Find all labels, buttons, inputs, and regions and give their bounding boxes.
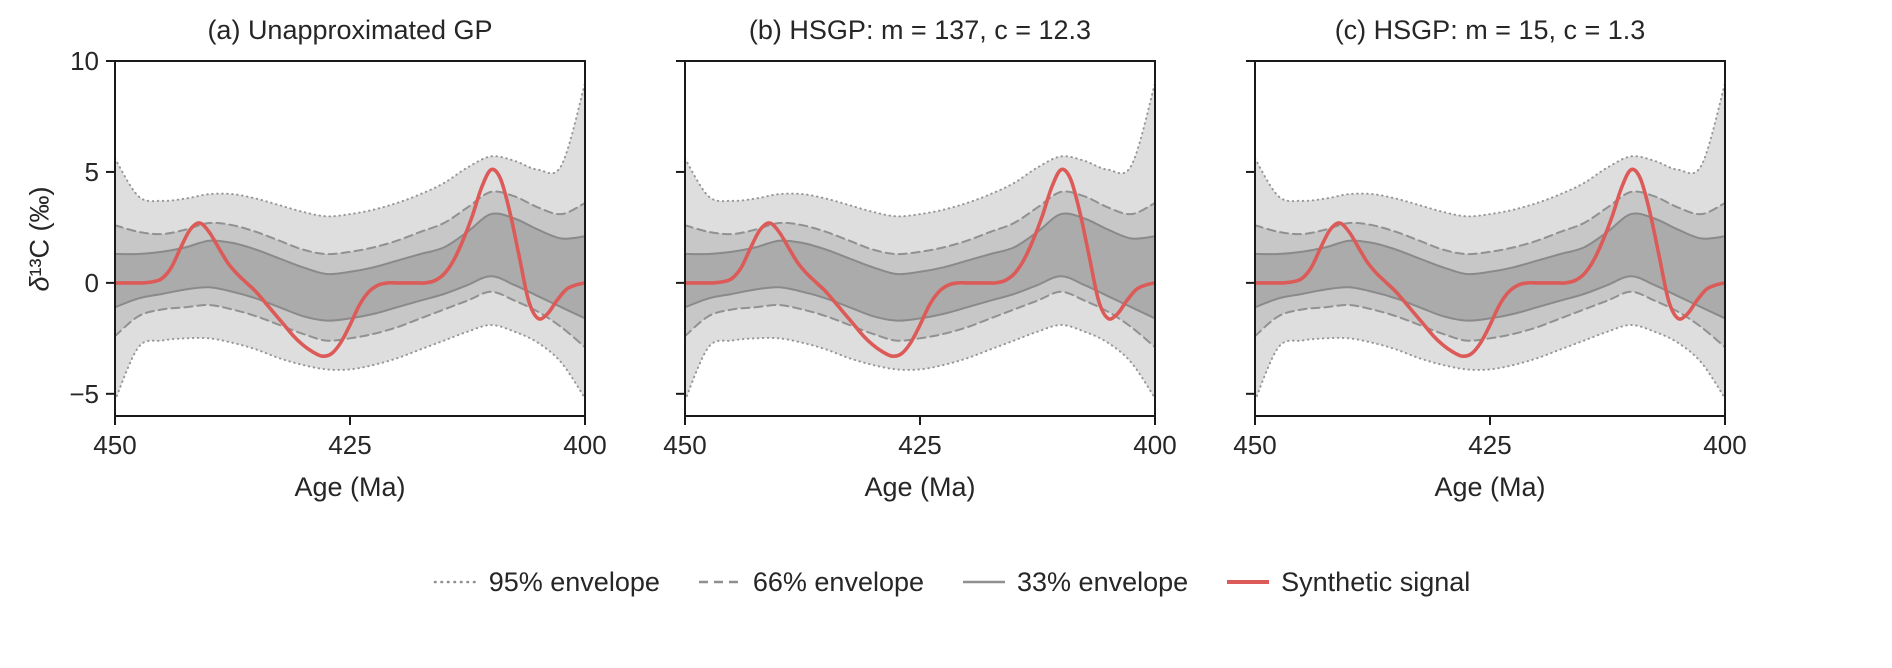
x-tick-label: 400 [1703,430,1746,460]
envelope-p95-edge [115,82,585,402]
panel-title: (b) HSGP: m = 137, c = 12.3 [749,15,1091,45]
x-tick-label: 450 [93,430,136,460]
synthetic-signal-line [685,167,1155,359]
solid-line-icon [963,580,1006,584]
envelope-p95-fill [685,83,1155,401]
x-tick-label: 400 [1133,430,1176,460]
x-tick-label: 425 [328,430,371,460]
legend-item-66-envelope: 66% envelope [696,567,924,598]
y-tick-label: 10 [70,46,99,76]
legend-label-33: 33% envelope [1017,566,1189,597]
ylabel-delta: δ [24,276,55,292]
y-tick-label: 0 [85,268,99,298]
envelope-p95-edge [1255,82,1725,402]
legend-label-95: 95% envelope [488,566,660,597]
envelope-p95-fill [115,83,585,401]
envelope-p33-fill [1255,213,1725,321]
panel-title: (a) Unapproximated GP [207,15,492,45]
x-tick-label: 400 [563,430,606,460]
panel-b: 450 425 400 (b) HSGP: m = 137, c = 12.3 Age … [610,6,1180,516]
envelope-p95-edge [685,82,1155,402]
envelope-p33-edge [685,212,1155,322]
synthetic-signal-line [115,167,585,359]
panel-a-chart: 450 425 400 −5 0 5 10 (a) Unapproximated GP Age … [69,15,606,502]
x-axis-label: Age (Ma) [1434,472,1545,502]
synthetic-signal-line [1255,167,1725,359]
x-tick-label: 450 [1233,430,1276,460]
plot-area [1255,82,1725,402]
envelope-p95-fill [1255,83,1725,401]
panel-c: 450 425 400 (c) HSGP: m = 15, c = 1.3 Age (M… [1180,6,1750,516]
panel-title: (c) HSGP: m = 15, c = 1.3 [1335,15,1646,45]
legend-item-synthetic-signal: Synthetic signal [1224,567,1470,598]
panel-b-chart: 450 425 400 (b) HSGP: m = 137, c = 12.3 Age … [663,15,1176,502]
panel-c-chart: 450 425 400 (c) HSGP: m = 15, c = 1.3 Age (M… [1233,15,1746,502]
envelope-p33-fill [685,213,1155,321]
red-line-icon [1227,580,1270,584]
x-tick-label: 450 [663,430,706,460]
envelope-p33-edge [1255,212,1725,322]
legend-item-95-envelope: 95% envelope [432,567,660,598]
envelope-p33-fill [115,213,585,321]
legend-label-signal: Synthetic signal [1281,566,1471,597]
legend: 95% envelope 66% envelope 33% envelope S… [10,566,1892,598]
figure: δ¹³C (‰) 450 425 400 −5 0 5 10 (a) Unapproximat… [10,6,1892,598]
y-axis-label: δ¹³C (‰) [25,187,56,292]
ylabel-rest: ¹³C (‰) [24,186,55,277]
y-tick-label: −5 [69,379,99,409]
y-tick-label: 5 [85,157,99,187]
x-tick-label: 425 [1468,430,1511,460]
x-tick-label: 425 [898,430,941,460]
dashed-line-icon [698,580,741,584]
dotted-line-icon [433,580,479,584]
legend-item-33-envelope: 33% envelope [960,567,1188,598]
plot-area [115,82,585,402]
x-axis-label: Age (Ma) [294,472,405,502]
panel-a: δ¹³C (‰) 450 425 400 −5 0 5 10 (a) Unapproximat… [10,6,610,516]
legend-label-66: 66% envelope [752,566,925,597]
panels-row: δ¹³C (‰) 450 425 400 −5 0 5 10 (a) Unapproximat… [10,6,1892,516]
envelope-p33-edge [115,212,585,322]
plot-area [685,82,1155,402]
x-axis-label: Age (Ma) [864,472,975,502]
